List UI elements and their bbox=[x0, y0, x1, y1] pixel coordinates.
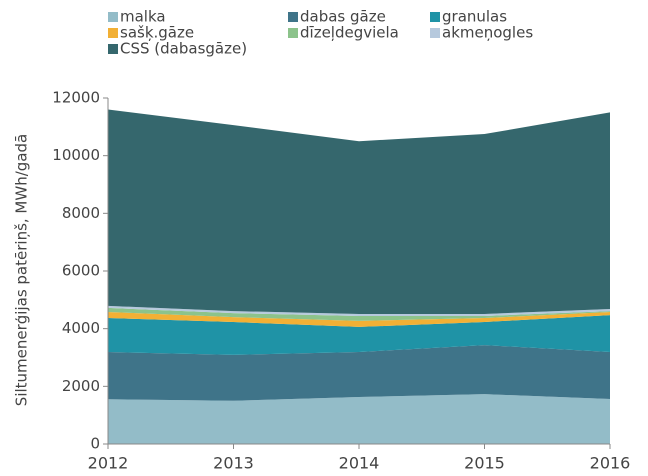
y-axis-title: Siltumenerģijas patēriņš, MWh/gadā bbox=[13, 134, 31, 406]
legend-label: CSS (dabasgāze) bbox=[120, 40, 247, 58]
x-tick-label: 2013 bbox=[213, 454, 254, 473]
y-tick-label: 10000 bbox=[52, 146, 100, 164]
y-tick-label: 12000 bbox=[52, 89, 100, 107]
legend-swatch bbox=[108, 12, 118, 22]
area bbox=[108, 394, 610, 444]
legend-label: malka bbox=[120, 8, 166, 26]
x-tick-label: 2016 bbox=[590, 454, 631, 473]
legend-swatch bbox=[430, 28, 440, 38]
legend-label: dabas gāze bbox=[300, 8, 386, 26]
legend-label: granulas bbox=[442, 8, 507, 26]
legend-label: sašķ.gāze bbox=[120, 24, 194, 42]
legend-swatch bbox=[108, 28, 118, 38]
legend-label: akmeņogles bbox=[442, 24, 533, 42]
legend-label: dīzeļdegviela bbox=[300, 24, 399, 42]
legend-swatch bbox=[430, 12, 440, 22]
legend-swatch bbox=[288, 12, 298, 22]
legend-swatch bbox=[108, 44, 118, 54]
y-tick-label: 0 bbox=[90, 435, 100, 453]
area bbox=[108, 307, 610, 321]
x-tick-label: 2014 bbox=[339, 454, 380, 473]
y-tick-label: 8000 bbox=[62, 204, 100, 222]
area bbox=[108, 345, 610, 401]
x-tick-label: 2012 bbox=[88, 454, 129, 473]
area bbox=[108, 315, 610, 355]
y-tick-label: 2000 bbox=[62, 377, 100, 395]
y-tick-label: 4000 bbox=[62, 319, 100, 337]
legend-swatch bbox=[288, 28, 298, 38]
y-tick-label: 6000 bbox=[62, 262, 100, 280]
area bbox=[108, 311, 610, 327]
area bbox=[108, 109, 610, 314]
x-tick-label: 2015 bbox=[464, 454, 505, 473]
